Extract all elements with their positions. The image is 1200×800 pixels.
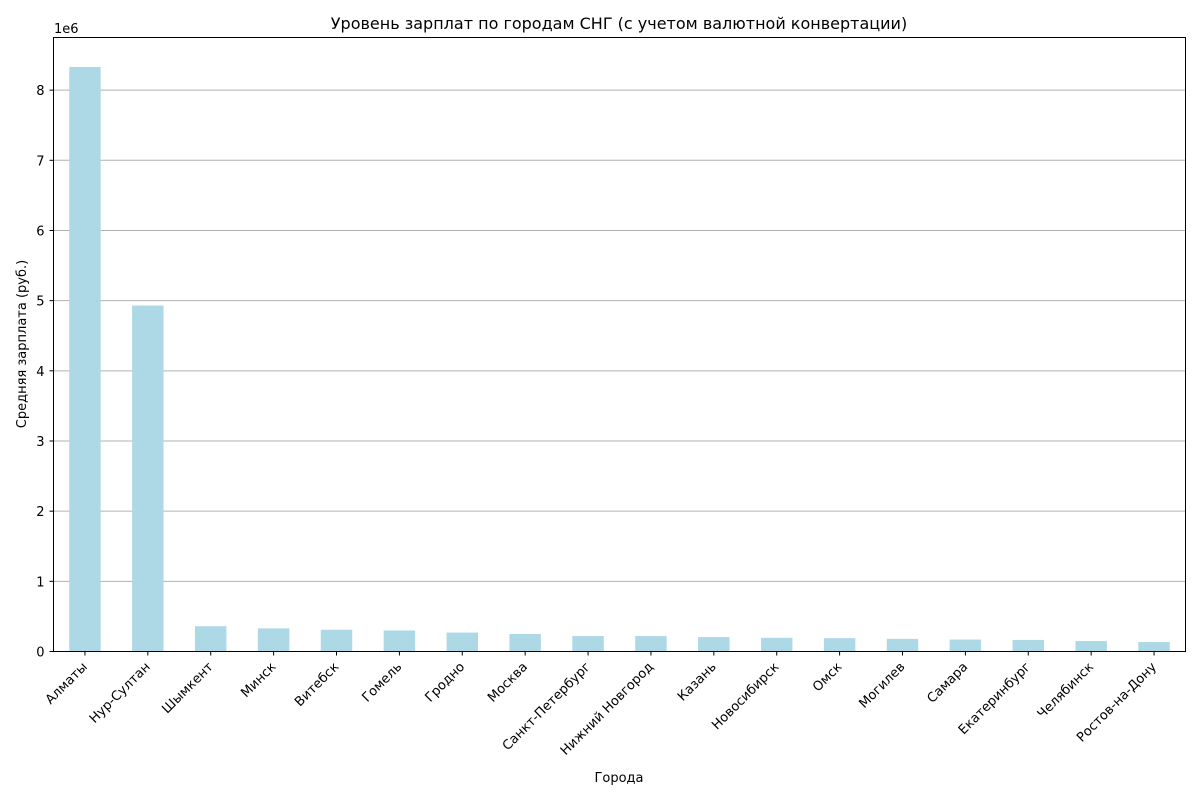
y-tick-label: 2	[36, 505, 44, 520]
bars	[69, 66, 1170, 652]
x-tick-label: Казань	[675, 660, 720, 705]
y-axis-label: Средняя зарплата (руб.)	[15, 260, 30, 428]
x-tick-label: Омск	[810, 660, 845, 695]
y-tick-label: 8	[36, 84, 44, 99]
bar	[635, 636, 667, 652]
y-tick-label: 4	[36, 365, 44, 380]
bar	[320, 629, 353, 652]
bar	[257, 628, 290, 652]
y-tick-label: 7	[36, 154, 44, 169]
y-axis-multiplier-label: 1e6	[54, 22, 79, 37]
x-axis-label: Города	[594, 771, 643, 786]
bar	[1138, 642, 1170, 652]
bar	[823, 638, 856, 652]
y-axis-ticks: 0 1 2 3 4 5 6 7 8	[36, 84, 54, 661]
x-tick-label: Нур-Султан	[87, 660, 154, 727]
x-tick-label: Москва	[485, 660, 531, 706]
bar	[446, 632, 478, 652]
x-tick-label: Гомель	[359, 660, 405, 706]
x-tick-label: Минск	[238, 660, 279, 701]
bar	[886, 638, 919, 652]
y-tick-label: 6	[36, 224, 44, 239]
bar	[195, 626, 227, 652]
bar	[949, 639, 982, 652]
plot-frame	[53, 37, 1186, 652]
bar	[509, 633, 541, 652]
chart-title: Уровень зарплат по городам СНГ (с учетом…	[331, 14, 907, 33]
y-tick-label: 5	[36, 295, 44, 310]
bar	[1075, 640, 1107, 652]
y-tick-label: 0	[36, 646, 44, 661]
x-tick-label: Витебск	[292, 660, 342, 710]
bar	[761, 637, 793, 652]
bar	[572, 636, 604, 652]
bar	[1012, 639, 1044, 652]
x-tick-label: Алматы	[43, 660, 91, 708]
bar	[698, 637, 730, 652]
bar	[132, 305, 164, 652]
y-tick-label: 1	[36, 575, 44, 590]
x-tick-label: Самара	[925, 660, 972, 707]
x-tick-label: Челябинск	[1035, 660, 1097, 722]
grid-lines	[53, 89, 1186, 582]
x-tick-label: Новосибирск	[709, 660, 782, 733]
x-tick-label: Могилев	[856, 660, 908, 712]
y-tick-label: 3	[36, 435, 44, 450]
x-tick-label: Шымкент	[159, 659, 217, 717]
bar	[383, 630, 416, 652]
bar	[69, 66, 101, 652]
x-tick-label: Гродно	[422, 660, 468, 706]
